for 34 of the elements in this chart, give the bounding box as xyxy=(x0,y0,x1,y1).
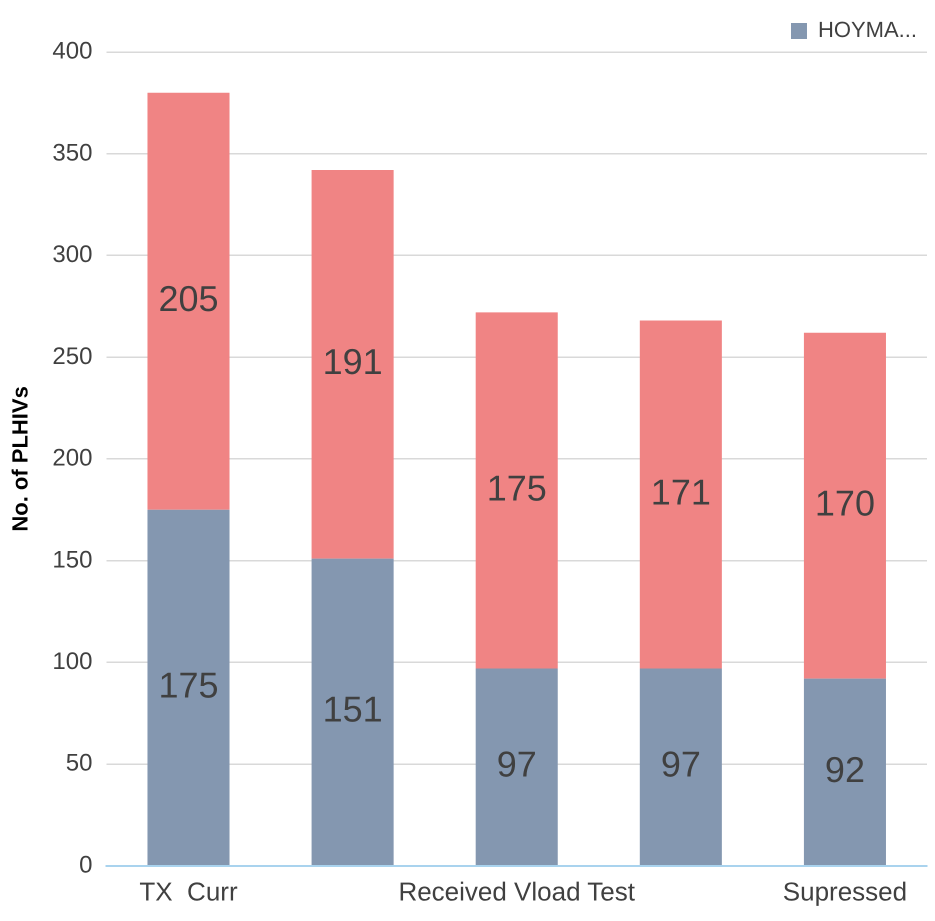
data-label: 97 xyxy=(660,744,701,785)
x-tick-label: Supressed xyxy=(782,876,908,907)
y-tick-label: 350 xyxy=(52,139,92,166)
y-tick-label: 100 xyxy=(52,648,92,675)
bar xyxy=(476,312,558,668)
bar xyxy=(312,558,394,866)
bar xyxy=(640,320,722,668)
bar xyxy=(640,668,722,866)
bar xyxy=(804,678,886,866)
data-label: 170 xyxy=(814,482,875,524)
y-tick-label: 200 xyxy=(52,444,92,472)
data-label: 151 xyxy=(322,688,383,730)
y-tick-label: 0 xyxy=(79,851,92,878)
data-label: 92 xyxy=(824,748,865,790)
x-tick-label: TX Curr xyxy=(139,876,238,907)
bar xyxy=(147,92,230,510)
bar xyxy=(147,510,230,866)
y-tick-label: 250 xyxy=(52,342,92,370)
data-label: 205 xyxy=(158,278,219,320)
y-tick-label: 400 xyxy=(52,38,92,65)
bar xyxy=(804,332,886,679)
x-tick-label: Received Vload Test xyxy=(398,876,636,907)
bar xyxy=(476,668,558,866)
data-label: 175 xyxy=(158,664,219,706)
y-axis-title: No. of PLHIVs xyxy=(7,386,32,532)
data-label: 97 xyxy=(496,744,537,785)
y-tick-label: 150 xyxy=(52,546,92,574)
data-label: 191 xyxy=(322,341,383,382)
bar xyxy=(312,170,394,559)
y-tick-label: 50 xyxy=(66,750,92,777)
y-tick-label: 300 xyxy=(52,241,92,268)
data-label: 175 xyxy=(486,467,547,508)
data-label: 171 xyxy=(650,471,711,512)
legend-label: HOYMA... xyxy=(818,17,918,42)
